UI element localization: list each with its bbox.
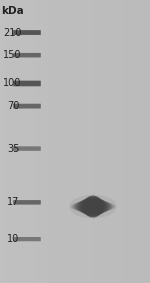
FancyBboxPatch shape [13, 146, 41, 151]
FancyBboxPatch shape [13, 81, 41, 86]
FancyBboxPatch shape [13, 200, 41, 205]
Text: kDa: kDa [1, 6, 23, 16]
Text: 70: 70 [7, 101, 20, 111]
Ellipse shape [69, 195, 117, 218]
Ellipse shape [70, 201, 116, 212]
Ellipse shape [83, 196, 103, 218]
FancyBboxPatch shape [13, 104, 41, 108]
Text: 17: 17 [7, 197, 20, 207]
Ellipse shape [76, 199, 110, 215]
FancyBboxPatch shape [13, 30, 41, 35]
Text: 10: 10 [7, 234, 20, 244]
FancyBboxPatch shape [13, 237, 41, 241]
Ellipse shape [81, 196, 105, 217]
Text: 150: 150 [3, 50, 21, 60]
Ellipse shape [74, 200, 112, 214]
FancyBboxPatch shape [13, 53, 41, 57]
Ellipse shape [80, 197, 106, 216]
Text: 210: 210 [3, 27, 21, 38]
Text: 35: 35 [7, 143, 20, 154]
Text: 100: 100 [3, 78, 21, 89]
Ellipse shape [78, 198, 108, 215]
Ellipse shape [72, 200, 114, 213]
Ellipse shape [69, 195, 117, 218]
